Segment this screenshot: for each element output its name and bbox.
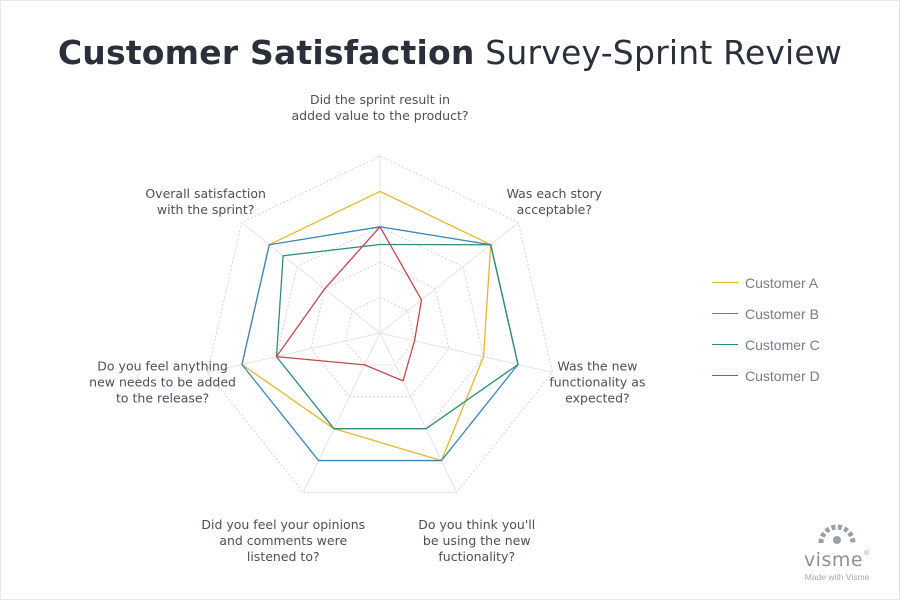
- axis-label-2: Was each story acceptable?: [507, 186, 603, 217]
- axis-label-line: expected?: [565, 390, 630, 405]
- axis-label-3: Was the new functionality as expected?: [549, 358, 645, 405]
- axis-label-line: Was the new: [557, 358, 637, 373]
- series-customer-a[interactable]: [241, 190, 492, 462]
- grid-spoke: [379, 222, 519, 334]
- radar-series: [241, 190, 519, 462]
- legend-label: Customer B: [745, 305, 819, 322]
- axis-label-line: new needs to be added: [89, 374, 236, 389]
- grid-ring: [206, 155, 554, 493]
- grid-spoke: [207, 332, 381, 373]
- legend-label: Customer D: [745, 367, 820, 384]
- axis-label-line: Do you think you'll: [418, 517, 535, 532]
- legend-item-customer-a: Customer A: [712, 267, 820, 298]
- axis-label-line: with the sprint?: [157, 202, 255, 217]
- axis-label-line: Overall satisfaction: [145, 186, 266, 201]
- axis-label-7: Overall satisfaction with the sprint?: [145, 186, 266, 217]
- grid-spoke: [241, 222, 381, 334]
- axis-label-line: Did the sprint result in: [310, 92, 450, 107]
- axis-label-1: Did the sprint result in added value to t…: [292, 92, 469, 123]
- axis-label-6: Do you feel anything new needs to be adde…: [89, 358, 236, 405]
- grid-ring: [275, 226, 485, 430]
- legend-item-customer-c: Customer C: [712, 329, 820, 360]
- axis-label-line: listened to?: [247, 549, 320, 564]
- legend-item-customer-b: Customer B: [712, 298, 820, 329]
- legend-item-customer-d: Customer D: [712, 360, 820, 391]
- logo-registered: ®: [863, 549, 871, 557]
- visme-logo[interactable]: visme® Made with Visme: [799, 521, 875, 582]
- radar-axis-labels: Did the sprint result in added value to t…: [89, 92, 645, 564]
- grid-spoke: [302, 332, 381, 493]
- legend-swatch: [712, 344, 738, 345]
- grid-spoke: [379, 332, 553, 373]
- legend-label: Customer A: [745, 274, 819, 291]
- axis-label-line: be using the new: [423, 533, 531, 548]
- logo-wordmark: visme: [803, 549, 864, 571]
- grid-spoke: [379, 332, 458, 493]
- series-customer-c[interactable]: [275, 243, 519, 430]
- axis-label-line: Did you feel your opinions: [201, 517, 365, 532]
- axis-label-line: Do you feel anything: [97, 358, 228, 373]
- axis-label-line: to the release?: [116, 390, 209, 405]
- legend-swatch: [712, 282, 738, 283]
- legend-swatch: [712, 375, 738, 376]
- axis-label-line: acceptable?: [517, 202, 592, 217]
- legend-swatch: [712, 313, 738, 314]
- axis-label-line: and comments were: [219, 533, 347, 548]
- visme-mark-icon: [818, 524, 856, 544]
- legend: Customer A Customer B Customer C Custome…: [712, 267, 820, 391]
- axis-label-5: Did you feel your opinions and comments w…: [201, 517, 365, 564]
- chart-title-regular: Survey-Sprint Review: [474, 33, 843, 72]
- chart-title-bold: Customer Satisfaction: [57, 33, 475, 72]
- chart-title: Customer Satisfaction Survey-Sprint Revi…: [1, 33, 899, 72]
- legend-label: Customer C: [745, 336, 820, 353]
- axis-label-line: fuctionality?: [438, 549, 515, 564]
- axis-label-line: Was each story: [507, 186, 603, 201]
- axis-label-line: added value to the product?: [292, 108, 469, 123]
- axis-label-4: Do you think you'll be using the new fucti…: [418, 517, 535, 564]
- axis-label-line: functionality as: [549, 374, 645, 389]
- logo-tagline: Made with Visme: [804, 572, 870, 582]
- series-customer-d[interactable]: [275, 226, 423, 382]
